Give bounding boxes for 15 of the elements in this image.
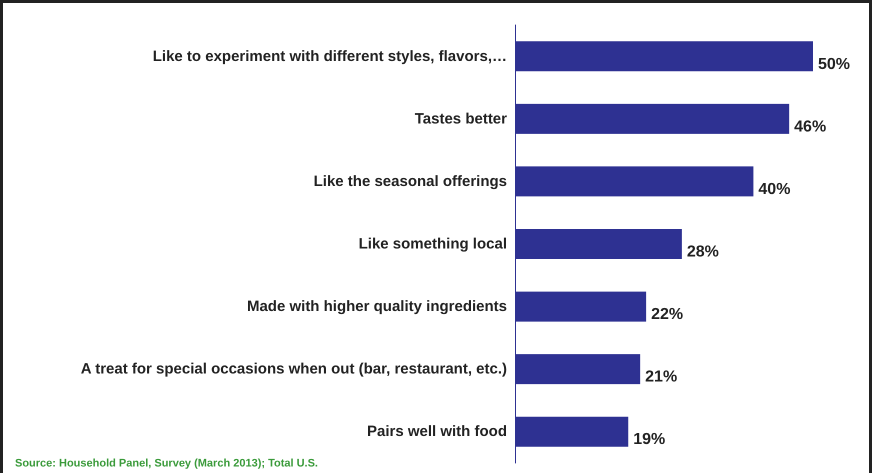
source-note: Source: Household Panel, Survey (March 2013); Total U.S. <box>15 458 318 470</box>
y-tick-label: Like to experiment with different styles, flavors,… <box>152 48 507 65</box>
y-tick-label: Tastes better <box>414 110 508 128</box>
data-label: 28% <box>686 244 719 260</box>
data-label: 40% <box>758 180 790 198</box>
y-tick-label: Like the seasonal offerings <box>314 172 507 190</box>
y-tick-label: Like something local <box>358 236 507 252</box>
data-label: 50% <box>818 56 850 73</box>
y-tick-label: Pairs well with food <box>366 423 507 440</box>
data-label: 22% <box>651 306 684 324</box>
data-label: 46% <box>794 118 826 136</box>
y-tick-label: Made with higher quality ingredients <box>246 298 507 316</box>
data-label: 21% <box>645 368 678 386</box>
y-tick-label: A treat for special occasions when out (bar, restaurant, etc.) <box>80 360 507 378</box>
data-label: 19% <box>633 431 666 448</box>
